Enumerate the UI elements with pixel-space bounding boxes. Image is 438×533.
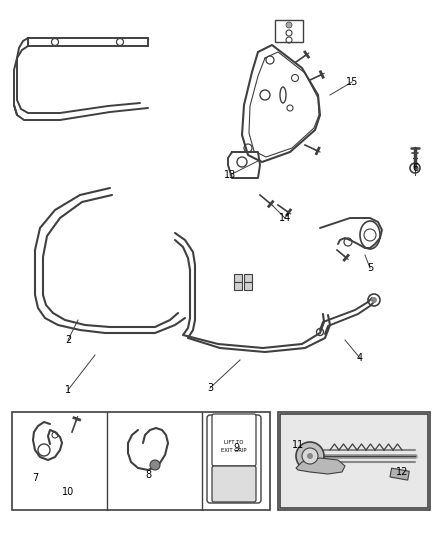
Text: 7: 7 xyxy=(32,473,38,483)
FancyBboxPatch shape xyxy=(212,466,255,502)
Text: 4: 4 xyxy=(356,353,362,363)
Polygon shape xyxy=(295,458,344,474)
Bar xyxy=(244,282,251,290)
Text: 8: 8 xyxy=(145,470,151,480)
Bar xyxy=(389,468,408,480)
Circle shape xyxy=(285,22,291,28)
FancyBboxPatch shape xyxy=(212,414,255,466)
Bar xyxy=(12,412,269,510)
Text: 14: 14 xyxy=(278,213,290,223)
Text: 1: 1 xyxy=(65,385,71,395)
Text: 15: 15 xyxy=(345,77,357,87)
Circle shape xyxy=(370,297,376,303)
Bar xyxy=(279,414,427,508)
Circle shape xyxy=(295,442,323,470)
Text: EXIT GRIP: EXIT GRIP xyxy=(221,448,246,453)
Text: 6: 6 xyxy=(411,163,417,173)
Bar xyxy=(233,274,241,282)
Circle shape xyxy=(150,460,159,470)
Text: 13: 13 xyxy=(223,170,236,180)
Text: 2: 2 xyxy=(65,335,71,345)
Text: 10: 10 xyxy=(62,487,74,497)
Bar xyxy=(244,274,251,282)
Circle shape xyxy=(306,453,312,459)
FancyBboxPatch shape xyxy=(207,415,261,503)
Bar xyxy=(233,282,241,290)
Text: 11: 11 xyxy=(291,440,304,450)
Bar xyxy=(277,412,429,510)
Text: 9: 9 xyxy=(233,443,239,453)
Text: LIFT TO: LIFT TO xyxy=(224,440,243,445)
Text: 3: 3 xyxy=(206,383,212,393)
Circle shape xyxy=(301,448,317,464)
FancyBboxPatch shape xyxy=(274,20,302,42)
Text: 5: 5 xyxy=(366,263,372,273)
Text: 12: 12 xyxy=(395,467,407,477)
